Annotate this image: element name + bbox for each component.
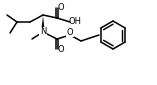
- Text: O: O: [67, 28, 73, 37]
- Text: OH: OH: [68, 16, 81, 26]
- Text: O: O: [58, 45, 64, 54]
- Text: O: O: [58, 2, 64, 11]
- Text: N: N: [40, 28, 46, 36]
- Polygon shape: [41, 16, 45, 31]
